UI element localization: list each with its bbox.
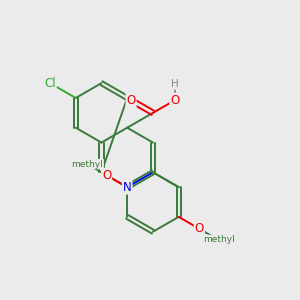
Text: O: O <box>195 222 204 235</box>
Text: methyl: methyl <box>203 236 235 244</box>
Text: O: O <box>102 169 111 182</box>
Text: O: O <box>126 94 136 107</box>
Text: methyl: methyl <box>71 160 103 169</box>
Text: N: N <box>123 181 132 194</box>
Text: Cl: Cl <box>44 76 56 90</box>
Text: O: O <box>170 94 179 107</box>
Text: H: H <box>171 79 179 89</box>
